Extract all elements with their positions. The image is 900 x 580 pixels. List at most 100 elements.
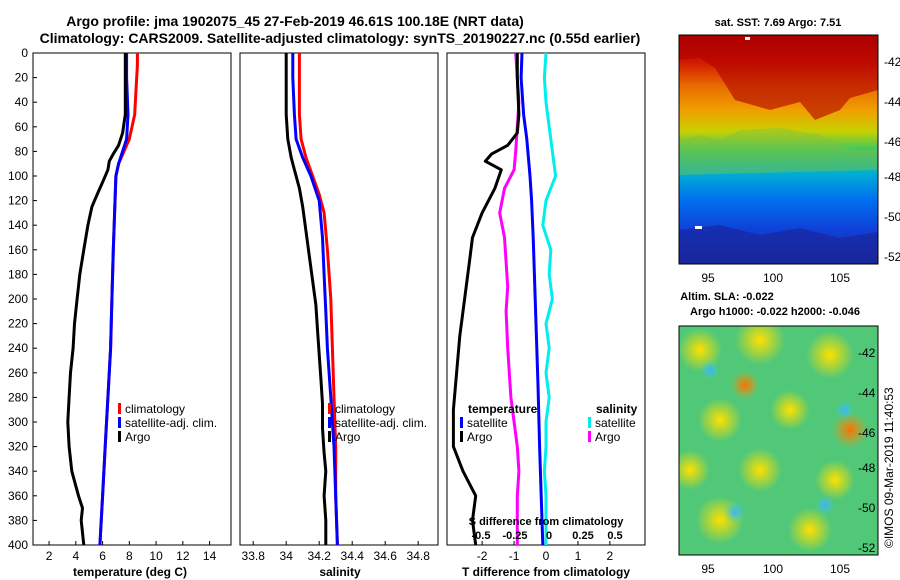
depth-tick-label: 180 [8,267,28,281]
legend-swatch-t-satellite [460,417,463,428]
legend-swatch-satellite [328,417,331,428]
legend-swatch-climatology [328,403,331,414]
sla-xtick: 95 [701,562,715,576]
sst-map: sat. SST: 7.69 Argo: 7.51 -42 -44 -46 -4… [678,17,900,285]
s-difference-tick: 0 [546,530,552,542]
x-tick-label: 1 [575,549,582,563]
difference-legend: temperature satellite Argo salinity sate… [460,402,638,444]
depth-tick-label: 100 [8,169,28,183]
sst-y-axis: -42 -44 -46 -48 -50 -52 [884,55,900,264]
title-line-2: Climatology: CARS2009. Satellite-adjuste… [40,30,641,46]
difference-panel: -2 -1 0 1 2 T difference from climatology S … [446,52,646,579]
legend-swatch-t-argo [460,431,463,442]
sla-image [679,326,878,555]
depth-tick-label: 400 [8,538,28,552]
x-tick-label: 34.4 [341,549,365,563]
series-line-satellite-adj-clim- [98,53,130,546]
salinity-difference-top-axis: S difference from climatology -0.5 -0.25… [469,516,625,542]
x-tick-label: 34.6 [374,549,398,563]
legend-swatch-argo [118,431,121,442]
series-line-t-argo [451,53,521,546]
depth-tick-label: 20 [15,71,29,85]
depth-tick-label: 340 [8,464,28,478]
s-difference-tick: 0.25 [572,530,593,542]
difference-lines [451,52,558,546]
legend-swatch-satellite [118,417,121,428]
salinity-legend: climatology satellite-adj. clim. Argo [328,402,427,444]
depth-tick-label: 160 [8,243,28,257]
legend-swatch-s-satellite [588,417,591,428]
difference-axes-frame [446,52,646,546]
sst-ytick: -44 [884,95,900,109]
x-tick-label: -1 [509,549,520,563]
x-tick-label: 34.8 [407,549,431,563]
depth-tick-label: 320 [8,440,28,454]
sst-image [679,35,878,264]
credit-text: ©IMOS 09-Mar-2019 11:40:53 [882,387,896,548]
depth-tick-label: 0 [21,46,28,60]
depth-tick-label: 260 [8,366,28,380]
difference-xlabel: T difference from climatology [462,565,630,579]
sla-xtick: 100 [763,562,783,576]
temperature-lines [66,53,139,546]
sla-x-axis: 95 100 105 [701,562,850,576]
series-line-argo [284,53,328,545]
legend-swatch-climatology [118,403,121,414]
legend-title-temperature: temperature [468,402,538,416]
x-tick-label: 6 [99,549,106,563]
sst-ytick: -46 [884,135,900,149]
legend-label-t-satellite: satellite [467,416,508,430]
x-tick-label: 12 [176,549,190,563]
sla-map-subtitle: Argo h1000: -0.022 h2000: -0.046 [690,306,860,318]
legend-label-climatology: climatology [125,402,185,416]
sla-ytick: -42 [858,346,876,360]
legend-label-t-argo: Argo [467,430,493,444]
s-difference-tick: 0.5 [607,530,622,542]
sla-xtick: 105 [830,562,850,576]
sst-xtick: 105 [830,271,850,285]
sst-xtick: 95 [701,271,715,285]
depth-tick-label: 360 [8,489,28,503]
sla-ytick: -50 [858,501,876,515]
legend-label-climatology: climatology [335,402,395,416]
depth-tick-label: 40 [15,95,29,109]
temperature-x-axis: 2 4 6 8 10 12 14 [46,541,217,563]
series-line-t-satellite [519,52,545,546]
depth-axis: 0 20 40 60 80 100 120 140 160 180 200 220 240 260 280 3… [8,46,451,552]
x-tick-label: 0 [543,549,550,563]
depth-tick-label: 300 [8,415,28,429]
title-line-1: Argo profile: jma 1902075_45 27-Feb-2019… [66,13,524,29]
depth-tick-label: 60 [15,120,29,134]
sla-y-axis: -42 -44 -46 -48 -50 -52 [858,346,876,555]
legend-title-salinity: salinity [596,402,638,416]
s-difference-tick: -0.5 [472,530,491,542]
depth-tick-label: 80 [15,144,29,158]
x-tick-label: 4 [72,549,79,563]
salinity-panel: 33.8 34 34.2 34.4 34.6 34.8 salinity climatol… [239,52,439,579]
x-tick-label: -2 [477,549,488,563]
sst-map-frame [678,34,879,265]
s-difference-label: S difference from climatology [469,516,625,528]
sst-xtick: 100 [763,271,783,285]
depth-tick-label: 380 [8,513,28,527]
legend-label-satellite: satellite-adj. clim. [125,416,217,430]
depth-tick-label: 200 [8,292,28,306]
series-line-argo [66,53,127,546]
legend-label-argo: Argo [125,430,151,444]
x-tick-label: 2 [607,549,614,563]
sst-ytick: -48 [884,170,900,184]
sla-map-frame [678,325,879,556]
series-line-satellite-adj-clim- [291,53,339,546]
legend-swatch-s-argo [588,431,591,442]
legend-swatch-argo [328,431,331,442]
sla-ytick: -48 [858,461,876,475]
temperature-xlabel: temperature (deg C) [73,565,187,579]
temperature-axes-frame [32,52,232,546]
salinity-xlabel: salinity [319,565,361,579]
sst-x-axis: 95 100 105 [701,271,850,285]
depth-tick-label: 240 [8,341,28,355]
x-tick-label: 34.2 [308,549,332,563]
salinity-lines [284,53,339,546]
legend-label-argo: Argo [335,430,361,444]
